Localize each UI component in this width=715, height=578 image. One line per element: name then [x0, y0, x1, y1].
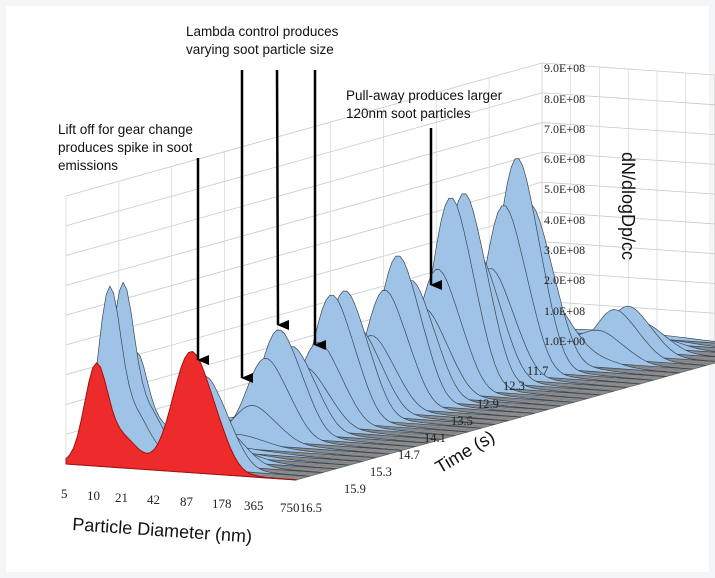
time-tick: 12.3 — [503, 379, 525, 393]
z-tick: 4.0E+08 — [544, 213, 585, 227]
diameter-tick: 21 — [115, 490, 128, 505]
annotation-line: 120nm soot particles — [346, 106, 471, 121]
diameter-tick: 5 — [61, 486, 68, 501]
time-tick: 15.9 — [344, 482, 366, 496]
grid-line — [65, 122, 543, 256]
z-tick: 1.0E+08 — [544, 304, 585, 318]
diameter-tick: 10 — [87, 488, 100, 503]
grid-line — [65, 62, 543, 197]
time-tick: 15.3 — [370, 465, 392, 479]
data-ribbons — [65, 158, 715, 481]
grid-line — [65, 92, 543, 227]
annotation-line: emissions — [58, 158, 118, 173]
diameter-axis-title: Particle Diameter (nm) — [72, 514, 253, 547]
z-axis-title: dN/dlogDp/cc — [618, 152, 638, 260]
z-tick: 8.0E+08 — [544, 92, 585, 106]
time-tick: 13.5 — [451, 414, 473, 428]
time-tick: 14.7 — [398, 448, 420, 462]
z-tick: 9.0E+08 — [544, 61, 585, 75]
annotation-gear-change: Lift off for gear change produces spike … — [58, 122, 209, 365]
z-tick: 3.0E+08 — [544, 243, 585, 257]
annotation-line: Lambda control produces — [186, 24, 339, 39]
annotation-pull-away: Pull-away produces larger 120nm soot par… — [346, 88, 503, 290]
annotation-line: Pull-away produces larger — [346, 88, 503, 103]
z-axis: 1.0E+00 1.0E+08 2.0E+08 3.0E+08 4.0E+08 … — [544, 61, 638, 348]
annotation-line: varying soot particle size — [186, 42, 334, 57]
time-tick: 16.5 — [300, 501, 322, 515]
z-tick: 2.0E+08 — [544, 273, 585, 287]
diameter-tick: 42 — [147, 492, 160, 507]
diameter-tick: 750 — [280, 500, 300, 515]
z-tick: 7.0E+08 — [544, 122, 585, 136]
diameter-axis: 5 10 21 42 87 178 365 750 Particle Diame… — [61, 486, 300, 547]
annotation-line: produces spike in soot — [58, 140, 193, 155]
z-tick: 6.0E+08 — [544, 152, 585, 166]
z-tick: 5.0E+08 — [544, 182, 585, 196]
annotation-line: Lift off for gear change — [58, 122, 193, 137]
diameter-tick: 87 — [180, 494, 194, 509]
time-tick: 14.1 — [424, 431, 446, 445]
diameter-tick: 365 — [244, 498, 264, 513]
annotation-lambda: Lambda control produces varying soot par… — [186, 24, 339, 383]
diameter-tick: 178 — [212, 496, 232, 511]
time-tick: 11.7 — [527, 364, 548, 378]
grid-line — [65, 151, 543, 286]
z-tick: 1.0E+00 — [544, 334, 585, 348]
time-tick: 12.9 — [477, 397, 499, 411]
highlight-profile — [65, 351, 297, 481]
annotation-arrow — [275, 69, 290, 330]
